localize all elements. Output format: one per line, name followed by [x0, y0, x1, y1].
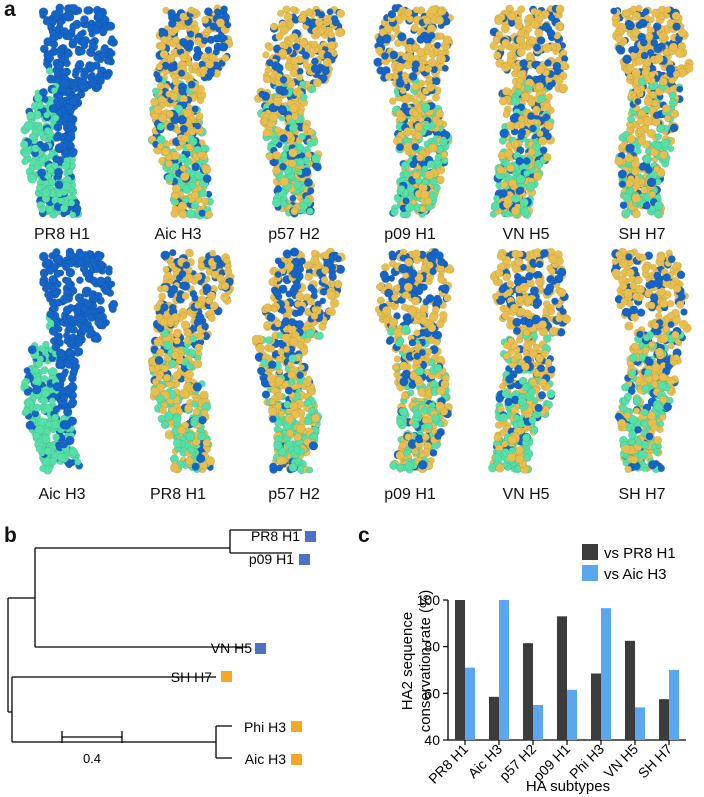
protein-structures: [19, 3, 694, 475]
protein-structure: [610, 247, 692, 474]
legend-label-pr8: vs PR8 H1: [604, 545, 676, 562]
tree-group-markers: [221, 531, 316, 765]
leaf-label: SH H7: [171, 669, 212, 685]
scale-bar: [61, 731, 123, 743]
structure-label: PR8 H1: [33, 226, 91, 243]
y-tick-label: 80: [424, 639, 440, 655]
protein-structure: [374, 247, 455, 474]
y-axis-label-line1: HA2 sequence: [399, 612, 416, 710]
protein-structure: [610, 4, 694, 219]
leaf-label: VN H5: [211, 640, 252, 656]
structure-label: p09 H1: [384, 226, 436, 243]
structure-label: p57 H2: [268, 226, 320, 243]
structure-label: Aic H3: [38, 486, 86, 503]
y-tick-label: 100: [417, 592, 441, 608]
bar: [601, 608, 611, 740]
structure-label: SH H7: [618, 226, 666, 243]
structure-label: PR8 H1: [149, 486, 207, 503]
phylogenetic-tree: PR8 H1 p09 H1 VN H5 SH H7 Phi H3 Aic H3 …: [7, 528, 316, 767]
group-marker-blue: [255, 643, 266, 654]
chart-legend: vs PR8 H1 vs Aic H3: [582, 544, 676, 583]
panel-b-label: b: [4, 524, 17, 547]
group-marker-orange: [291, 721, 302, 732]
bar: [455, 600, 465, 740]
structure-label: SH H7: [618, 486, 666, 503]
panel-a-label: a: [4, 0, 16, 21]
x-tick-label: VN H5: [601, 741, 642, 782]
bar: [499, 600, 509, 740]
bar: [591, 673, 601, 740]
structure-label: VN H5: [502, 486, 550, 503]
panel-c-label: c: [358, 524, 370, 547]
leaf-label: Phi H3: [244, 719, 286, 735]
protein-structure: [19, 3, 119, 219]
leaf-label: Aic H3: [245, 751, 286, 767]
legend-label-aic: vs Aic H3: [604, 566, 667, 583]
structure-label: Aic H3: [154, 226, 202, 243]
protein-structure: [254, 5, 346, 218]
group-marker-blue: [305, 531, 316, 542]
y-tick-label: 60: [424, 685, 440, 701]
bar: [567, 689, 577, 740]
conservation-bar-chart: HA2 sequence conservation rate (%) HA su…: [399, 544, 686, 795]
group-marker-blue: [299, 554, 310, 565]
structure-label: p09 H1: [384, 486, 436, 503]
leaf-label: PR8 H1: [251, 528, 300, 544]
protein-structure: [251, 247, 346, 475]
tree-branches: [7, 529, 302, 759]
x-tick-label: Phi H3: [566, 741, 607, 782]
bar: [533, 705, 543, 740]
legend-swatch-pr8: [582, 544, 598, 560]
bar: [625, 640, 635, 740]
bar: [669, 670, 679, 740]
protein-structure: [488, 247, 572, 474]
bar: [557, 616, 567, 740]
bar: [465, 667, 475, 740]
protein-structure: [20, 247, 119, 475]
bar: [659, 699, 669, 740]
tree-leaf-labels: PR8 H1 p09 H1 VN H5 SH H7 Phi H3 Aic H3: [171, 528, 300, 767]
leaf-label: p09 H1: [249, 551, 294, 567]
bar: [635, 707, 645, 740]
group-marker-orange: [221, 671, 232, 682]
scale-bar-label: 0.4: [83, 751, 101, 766]
y-tick-label: 40: [424, 732, 440, 748]
group-marker-orange: [291, 754, 302, 765]
y-axis-label-line2: conservation rate (%): [417, 590, 434, 733]
protein-structure: [373, 3, 455, 219]
x-axis-label: HA subtypes: [526, 778, 610, 795]
protein-structure: [489, 4, 570, 220]
bar: [523, 643, 533, 740]
protein-structure: [147, 4, 234, 220]
x-tick-label: SH H7: [635, 741, 676, 782]
bar: [489, 696, 499, 740]
protein-structure: [147, 248, 235, 474]
structure-label: VN H5: [502, 226, 550, 243]
legend-swatch-aic: [582, 565, 598, 581]
structure-label: p57 H2: [268, 486, 320, 503]
